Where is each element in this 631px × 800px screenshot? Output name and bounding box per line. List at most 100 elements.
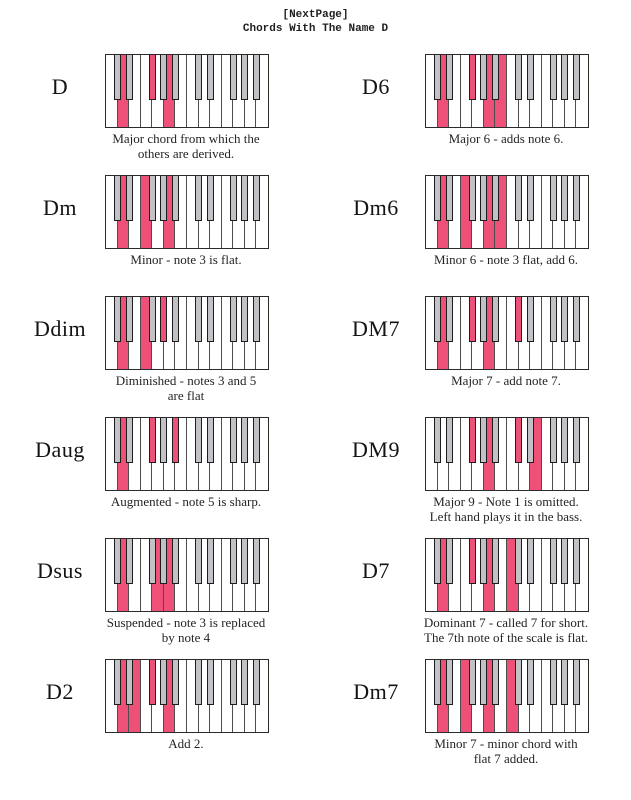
white-key-B1 xyxy=(175,539,187,611)
black-key-C#1 xyxy=(114,176,122,221)
nextpage-link[interactable]: [NextPage] xyxy=(282,9,349,21)
black-key-F#1 xyxy=(148,418,156,463)
black-key-A#2 xyxy=(572,55,580,100)
chord-name-D6: D6 xyxy=(362,74,390,99)
black-key-G#1 xyxy=(480,539,488,584)
black-key-G#2 xyxy=(241,176,249,221)
black-key-C#2 xyxy=(515,418,523,463)
black-key-D#1 xyxy=(125,660,133,705)
black-key-A#1 xyxy=(171,660,179,705)
white-key-E2 xyxy=(530,297,542,369)
piano-keyboard-Daug xyxy=(105,417,269,491)
white-key-E2 xyxy=(210,297,222,369)
black-key-G#2 xyxy=(561,539,569,584)
black-key-D#2 xyxy=(206,660,214,705)
chord-caption-DM9: Major 9 - Note 1 is omitted. Left hand pl… xyxy=(393,494,619,524)
black-key-A#1 xyxy=(171,55,179,100)
chord-caption-Dm: Minor - note 3 is flat. xyxy=(73,252,299,267)
caption-line: others are derived. xyxy=(137,146,235,161)
black-key-A#2 xyxy=(572,539,580,584)
piano-keyboard-DM7 xyxy=(425,296,589,370)
caption-line: Major 6 - adds note 6. xyxy=(448,131,564,146)
white-key-B2 xyxy=(256,55,268,127)
piano-keyboard-Dm7 xyxy=(425,659,589,733)
black-key-F#1 xyxy=(468,660,476,705)
piano-keyboard-D xyxy=(105,54,269,128)
black-key-G#1 xyxy=(480,55,488,100)
caption-line: Major chord from which the xyxy=(112,131,260,146)
white-key-E1 xyxy=(449,660,461,732)
piano-keyboard-Dsus xyxy=(105,538,269,612)
chord-row: D Major chord from which the others are de… xyxy=(0,44,631,165)
piano-keyboard-D6 xyxy=(425,54,589,128)
white-key-E1 xyxy=(449,176,461,248)
black-key-D#2 xyxy=(526,55,534,100)
black-key-G#2 xyxy=(561,660,569,705)
white-key-E1 xyxy=(129,55,141,127)
black-key-F#2 xyxy=(549,418,557,463)
white-key-B1 xyxy=(495,660,507,732)
chord-caption-D2: Add 2. xyxy=(73,736,299,751)
black-key-G#2 xyxy=(561,176,569,221)
black-key-C#2 xyxy=(195,539,203,584)
black-key-F#1 xyxy=(148,55,156,100)
black-key-D#1 xyxy=(125,176,133,221)
black-key-C#1 xyxy=(434,176,442,221)
white-key-E2 xyxy=(210,55,222,127)
white-key-E2 xyxy=(530,660,542,732)
black-key-A#1 xyxy=(491,539,499,584)
black-key-G#1 xyxy=(160,660,168,705)
white-key-E1 xyxy=(129,297,141,369)
black-key-F#2 xyxy=(229,539,237,584)
chord-row: Daug Augmented - note 5 is sharp. DM9 Major… xyxy=(0,407,631,528)
caption-line: Minor 7 - minor chord with xyxy=(434,736,578,751)
piano-keyboard-Dm xyxy=(105,175,269,249)
caption-line: Major 9 - Note 1 is omitted. xyxy=(433,494,579,509)
piano-keyboard-Dm6 xyxy=(425,175,589,249)
white-key-B2 xyxy=(576,297,588,369)
white-key-B1 xyxy=(175,660,187,732)
black-key-D#2 xyxy=(206,297,214,342)
black-key-A#2 xyxy=(252,55,260,100)
black-key-C#1 xyxy=(114,297,122,342)
black-key-G#1 xyxy=(480,176,488,221)
black-key-C#2 xyxy=(515,660,523,705)
black-key-A#1 xyxy=(171,418,179,463)
black-key-A#1 xyxy=(491,418,499,463)
black-key-C#1 xyxy=(114,418,122,463)
black-key-C#1 xyxy=(434,297,442,342)
black-key-A#2 xyxy=(252,418,260,463)
black-key-F#2 xyxy=(229,418,237,463)
page-header: [NextPage] Chords With The Name D xyxy=(0,0,631,36)
caption-line: by note 4 xyxy=(161,630,211,645)
black-key-D#1 xyxy=(445,660,453,705)
white-key-B2 xyxy=(256,660,268,732)
chord-name-D7: D7 xyxy=(362,558,390,583)
white-key-B1 xyxy=(495,297,507,369)
white-key-E1 xyxy=(449,55,461,127)
chord-row: D2 Add 2. Dm7 Minor 7 - minor chord with fla… xyxy=(0,649,631,770)
white-key-E2 xyxy=(210,176,222,248)
white-key-E2 xyxy=(210,539,222,611)
chord-caption-Dm7: Minor 7 - minor chord with flat 7 added. xyxy=(393,736,619,766)
black-key-F#1 xyxy=(148,176,156,221)
white-key-E2 xyxy=(210,660,222,732)
black-key-D#1 xyxy=(125,418,133,463)
black-key-D#1 xyxy=(125,55,133,100)
black-key-G#2 xyxy=(241,418,249,463)
chord-caption-Ddim: Diminished - notes 3 and 5 are flat xyxy=(73,373,299,403)
chord-caption-Dsus: Suspended - note 3 is replaced by note 4 xyxy=(73,615,299,645)
black-key-F#2 xyxy=(549,660,557,705)
white-key-B1 xyxy=(175,418,187,490)
white-key-B1 xyxy=(175,297,187,369)
caption-line: Left hand plays it in the bass. xyxy=(429,509,583,524)
white-key-B2 xyxy=(256,176,268,248)
white-key-B2 xyxy=(576,176,588,248)
black-key-A#2 xyxy=(572,297,580,342)
white-key-E1 xyxy=(129,539,141,611)
black-key-F#1 xyxy=(468,297,476,342)
black-key-D#2 xyxy=(526,176,534,221)
chord-name-D2: D2 xyxy=(46,679,74,704)
black-key-A#2 xyxy=(252,297,260,342)
